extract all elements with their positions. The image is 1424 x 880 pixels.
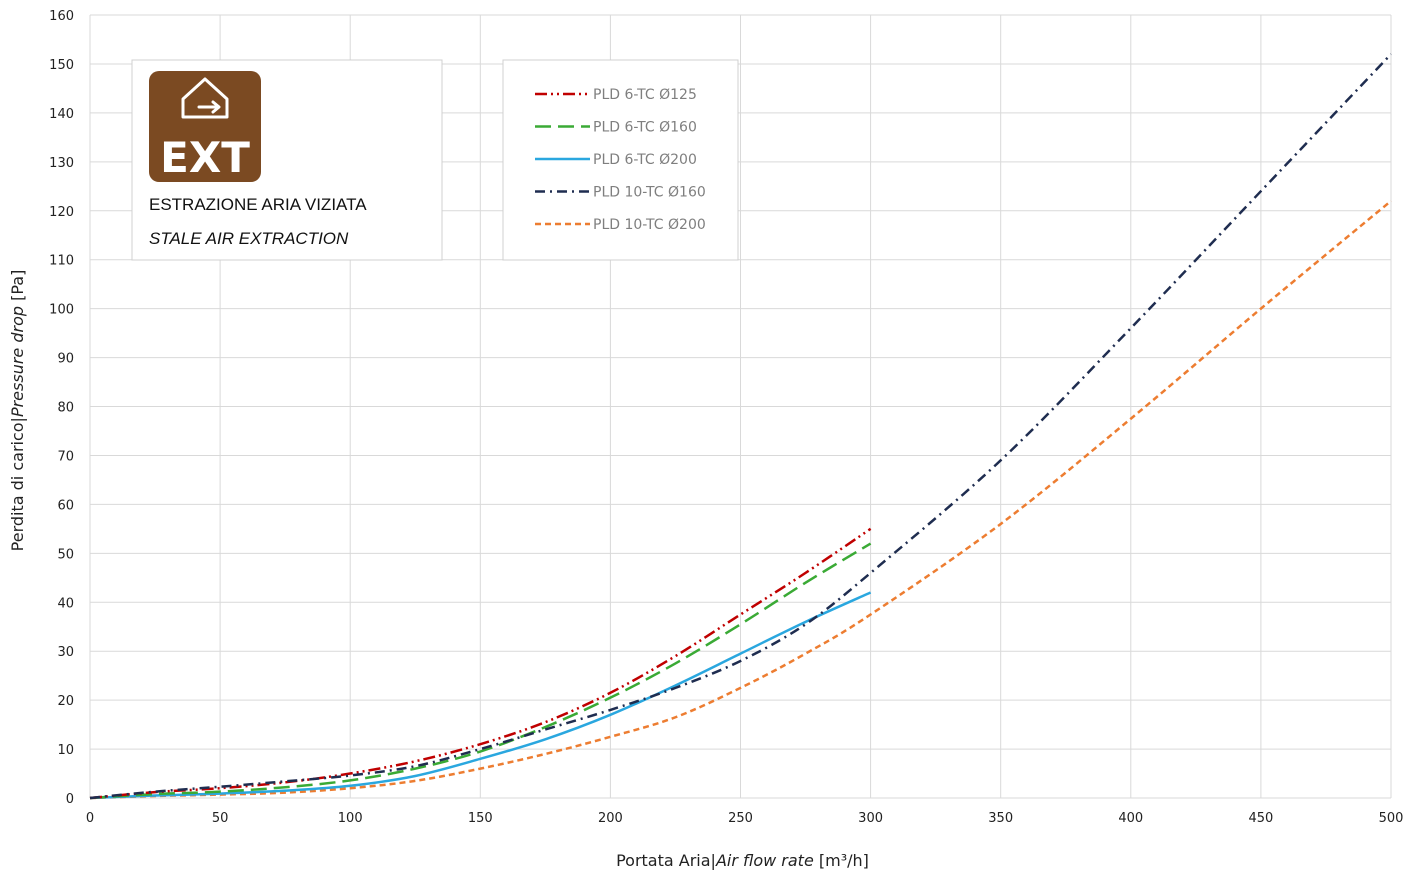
- legend: PLD 6-TC Ø125 PLD 6-TC Ø160 PLD 6-TC Ø200 P…: [502, 59, 739, 261]
- info-title-it: ESTRAZIONE ARIA VIZIATA: [149, 195, 367, 214]
- x-tick-label: 250: [728, 811, 753, 826]
- x-tick-label: 300: [858, 811, 883, 826]
- grid: [89, 14, 1392, 799]
- y-tick-label: 0: [66, 792, 74, 807]
- series-lines: [89, 53, 1392, 800]
- legend-label: PLD 10-TC Ø160: [593, 185, 706, 201]
- y-tick-label: 120: [49, 205, 74, 220]
- info-title-en: STALE AIR EXTRACTION: [149, 229, 349, 248]
- axes: 0 50 100 150 200 250 300 350 400 450 500 0 10 20 30 40 5…: [8, 9, 1403, 870]
- y-tick-label: 20: [57, 694, 74, 709]
- x-tick-label: 500: [1379, 811, 1404, 826]
- legend-label: PLD 6-TC Ø200: [593, 152, 697, 168]
- legend-label: PLD 10-TC Ø200: [593, 217, 706, 233]
- x-tick-label: 150: [468, 811, 493, 826]
- y-tick-label: 70: [57, 449, 74, 464]
- x-tick-label: 50: [212, 811, 229, 826]
- y-tick-label: 100: [49, 303, 74, 318]
- series-line-2: [89, 591, 872, 800]
- y-tick-label: 10: [57, 743, 74, 758]
- series-line-4: [89, 199, 1392, 800]
- info-box: EXT ESTRAZIONE ARIA VIZIATA STALE AIR EX…: [131, 59, 443, 261]
- x-tick-label: 350: [988, 811, 1013, 826]
- house-exit-icon: [181, 77, 229, 119]
- y-tick-label: 90: [57, 352, 74, 367]
- x-axis-title: Portata Aria|Air flow rate [m³/h]: [616, 851, 869, 870]
- x-tick-label: 0: [86, 811, 94, 826]
- x-tick-label: 100: [338, 811, 363, 826]
- y-axis-title: Perdita di carico|Pressure drop [Pa]: [8, 270, 27, 552]
- series-line-3: [89, 53, 1392, 800]
- ext-badge: EXT: [149, 71, 261, 182]
- y-tick-label: 150: [49, 58, 74, 73]
- y-tick-label: 60: [57, 498, 74, 513]
- legend-label: PLD 6-TC Ø125: [593, 87, 697, 103]
- y-tick-label: 130: [49, 156, 74, 171]
- x-tick-label: 200: [598, 811, 623, 826]
- series-line-0: [89, 527, 872, 800]
- y-tick-label: 140: [49, 107, 74, 122]
- y-tick-label: 160: [49, 9, 74, 24]
- series-line-1: [89, 542, 872, 800]
- y-tick-label: 30: [57, 645, 74, 660]
- y-tick-label: 110: [49, 254, 74, 269]
- x-tick-label: 400: [1118, 811, 1143, 826]
- y-tick-label: 80: [57, 401, 74, 416]
- x-tick-label: 450: [1248, 811, 1273, 826]
- legend-label: PLD 6-TC Ø160: [593, 120, 697, 136]
- badge-text: EXT: [160, 133, 250, 182]
- y-tick-label: 50: [57, 547, 74, 562]
- y-tick-label: 40: [57, 596, 74, 611]
